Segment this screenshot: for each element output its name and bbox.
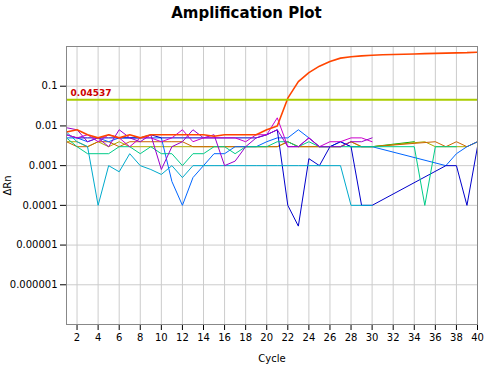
svg-text:0.0001: 0.0001 bbox=[23, 200, 58, 211]
svg-text:28: 28 bbox=[345, 332, 358, 343]
svg-text:26: 26 bbox=[324, 332, 337, 343]
svg-text:12: 12 bbox=[176, 332, 189, 343]
svg-text:22: 22 bbox=[281, 332, 294, 343]
svg-text:34: 34 bbox=[408, 332, 421, 343]
svg-text:10: 10 bbox=[155, 332, 168, 343]
html-text:Amplification Plot: Amplification Plot bbox=[171, 4, 322, 22]
svg-text:0.000001: 0.000001 bbox=[10, 279, 58, 290]
svg-text:0.001: 0.001 bbox=[29, 160, 58, 171]
svg-text:20: 20 bbox=[260, 332, 273, 343]
svg-text:2: 2 bbox=[74, 332, 80, 343]
svg-text:30: 30 bbox=[366, 332, 379, 343]
svg-text:36: 36 bbox=[429, 332, 442, 343]
svg-text:40: 40 bbox=[471, 332, 484, 343]
svg-text:ΔRn: ΔRn bbox=[2, 175, 13, 195]
svg-text:14: 14 bbox=[197, 332, 210, 343]
svg-text:0.04537: 0.04537 bbox=[71, 88, 112, 98]
svg-text:16: 16 bbox=[218, 332, 231, 343]
svg-text:24: 24 bbox=[303, 332, 316, 343]
svg-text:4: 4 bbox=[95, 332, 101, 343]
svg-text:Cycle: Cycle bbox=[258, 353, 285, 364]
svg-text:0.01: 0.01 bbox=[35, 120, 57, 131]
svg-text:8: 8 bbox=[137, 332, 143, 343]
svg-text:32: 32 bbox=[387, 332, 400, 343]
svg-text:0.00001: 0.00001 bbox=[16, 239, 57, 250]
svg-text:0.1: 0.1 bbox=[42, 80, 58, 91]
svg-text:6: 6 bbox=[116, 332, 122, 343]
svg-text:18: 18 bbox=[239, 332, 252, 343]
svg-text:38: 38 bbox=[450, 332, 463, 343]
